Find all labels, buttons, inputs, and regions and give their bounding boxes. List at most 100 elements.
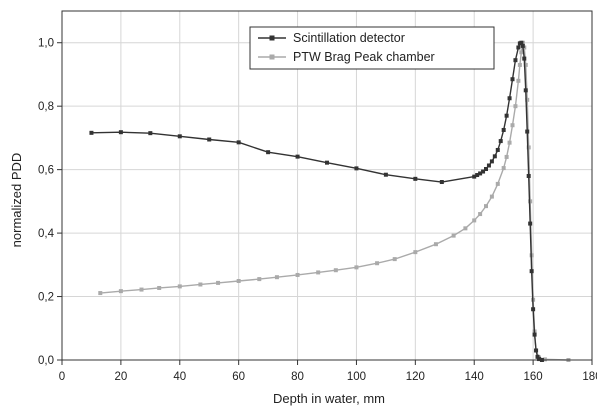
y-tick-label: 0,4 <box>38 228 55 240</box>
y-tick-label: 0,8 <box>38 101 54 113</box>
data-point-ptw <box>501 166 506 171</box>
data-point-scintillation <box>478 171 483 176</box>
data-point-scintillation <box>513 58 518 63</box>
data-point-ptw <box>433 242 438 247</box>
data-point-scintillation <box>522 56 527 61</box>
data-point-scintillation <box>439 180 444 185</box>
data-point-scintillation <box>535 354 540 359</box>
legend-label-ptw: PTW Brag Peak chamber <box>293 50 435 64</box>
data-point-ptw <box>216 280 221 285</box>
data-point-scintillation <box>177 134 182 139</box>
data-point-ptw <box>295 272 300 277</box>
data-point-ptw <box>274 275 279 280</box>
data-point-scintillation <box>526 173 531 178</box>
x-tick-label: 40 <box>173 371 186 383</box>
series-scintillation <box>89 40 544 362</box>
data-point-ptw <box>517 62 522 67</box>
data-point-scintillation <box>510 77 515 82</box>
data-point-ptw <box>118 289 123 294</box>
x-tick-label: 180 <box>582 371 597 383</box>
data-point-ptw <box>198 282 203 287</box>
data-point-scintillation <box>528 221 533 226</box>
data-point-ptw <box>333 268 338 273</box>
data-point-scintillation <box>383 172 388 177</box>
data-point-scintillation <box>486 163 491 168</box>
data-point-ptw <box>451 233 456 238</box>
data-point-scintillation <box>520 43 525 48</box>
data-point-ptw <box>478 212 483 217</box>
data-point-ptw <box>519 50 524 55</box>
data-point-ptw <box>525 97 530 102</box>
y-tick-label: 0,6 <box>38 165 54 177</box>
data-point-scintillation <box>501 127 506 132</box>
series-line-scintillation <box>91 42 543 361</box>
data-point-scintillation <box>492 154 497 159</box>
data-point-scintillation <box>532 332 537 337</box>
data-point-ptw <box>504 154 509 159</box>
data-point-ptw <box>523 62 528 67</box>
y-axis: 0,0 0,2 0,4 0,6 0,8 1,0 <box>38 38 62 367</box>
data-point-ptw <box>413 250 418 255</box>
plot-series <box>89 40 571 362</box>
data-point-scintillation <box>118 130 123 135</box>
legend-label-scintillation: Scintillation detector <box>293 31 405 45</box>
x-tick-label: 80 <box>291 371 304 383</box>
data-point-scintillation <box>148 131 153 136</box>
data-point-ptw <box>157 285 162 290</box>
data-point-scintillation <box>531 307 536 312</box>
data-point-scintillation <box>207 137 212 142</box>
x-tick-label: 20 <box>114 371 127 383</box>
data-point-scintillation <box>489 159 494 164</box>
data-point-scintillation <box>89 130 94 135</box>
data-point-ptw <box>257 277 262 282</box>
y-axis-title: normalized PDD <box>9 153 24 248</box>
y-tick-label: 0,2 <box>38 292 54 304</box>
legend-box <box>249 26 495 70</box>
legend: Scintillation detector PTW Brag Peak cha… <box>249 26 495 70</box>
legend-marker-ptw <box>269 54 275 60</box>
data-point-ptw <box>316 270 321 275</box>
data-point-scintillation <box>529 269 534 274</box>
data-point-scintillation <box>507 96 512 101</box>
data-point-scintillation <box>519 40 524 45</box>
x-axis: 0 20 40 60 80 100 120 140 160 180 <box>59 360 597 383</box>
data-point-ptw <box>484 204 488 209</box>
data-point-ptw <box>495 181 500 186</box>
data-point-scintillation <box>475 173 480 178</box>
y-tick-label: 1,0 <box>38 38 54 50</box>
data-point-scintillation <box>495 147 500 152</box>
x-tick-label: 0 <box>59 371 65 383</box>
data-point-ptw <box>375 261 380 266</box>
data-point-scintillation <box>537 357 541 362</box>
data-point-scintillation <box>481 169 486 174</box>
data-point-scintillation <box>504 113 509 118</box>
legend-marker-scintillation <box>269 35 275 41</box>
x-tick-label: 140 <box>465 371 484 383</box>
data-point-ptw <box>542 357 547 362</box>
series-line-ptw <box>100 42 569 361</box>
data-point-ptw <box>177 284 182 289</box>
data-point-ptw <box>392 257 397 262</box>
data-point-scintillation <box>516 45 521 50</box>
data-point-ptw <box>510 123 515 128</box>
data-point-scintillation <box>354 166 359 171</box>
data-point-scintillation <box>266 150 271 155</box>
x-axis-title: Depth in water, mm <box>273 391 385 406</box>
data-point-ptw <box>463 226 468 231</box>
data-point-scintillation <box>295 154 300 159</box>
x-tick-label: 60 <box>232 371 245 383</box>
data-point-ptw <box>513 104 518 109</box>
data-point-ptw <box>516 78 521 83</box>
plot-frame <box>61 10 593 361</box>
data-point-scintillation <box>413 176 418 181</box>
data-point-scintillation <box>236 140 241 145</box>
data-point-ptw <box>489 194 494 199</box>
data-point-ptw <box>139 287 144 292</box>
series-ptw <box>98 40 571 362</box>
data-point-ptw <box>507 140 512 145</box>
y-tick-label: 0,0 <box>38 355 54 367</box>
data-point-scintillation <box>534 348 539 353</box>
data-point-scintillation <box>484 167 488 171</box>
data-point-scintillation <box>325 160 329 165</box>
